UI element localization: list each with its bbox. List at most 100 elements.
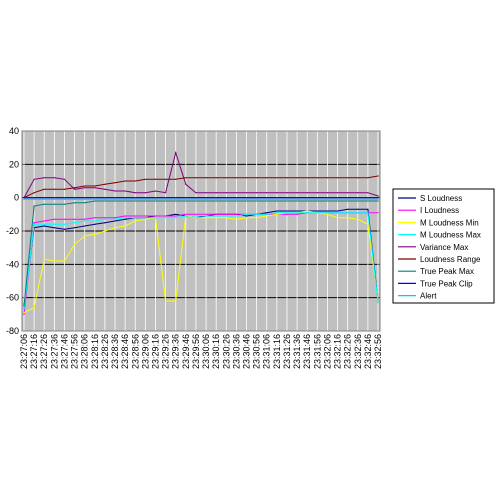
x-tick-label: 23:27:06: [19, 334, 29, 369]
data-point: [296, 197, 298, 199]
data-point: [154, 200, 157, 202]
data-point: [63, 218, 66, 220]
data-point: [256, 198, 258, 200]
data-point: [23, 312, 25, 314]
data-point: [114, 227, 116, 229]
data-point: [266, 197, 268, 199]
data-point: [286, 210, 288, 212]
y-tick-label: 20: [9, 159, 19, 169]
data-point: [43, 203, 45, 205]
data-point: [63, 228, 66, 230]
data-point: [124, 200, 126, 202]
data-point: [84, 235, 86, 237]
data-point: [336, 192, 339, 194]
data-point: [114, 217, 116, 219]
data-point: [114, 182, 116, 184]
data-point: [195, 215, 197, 217]
data-point: [104, 230, 106, 232]
data-point: [266, 198, 268, 200]
data-point: [225, 198, 227, 200]
x-tick-label: 23:32:56: [373, 334, 383, 369]
data-point: [245, 213, 248, 215]
y-tick-label: -60: [6, 293, 19, 303]
data-point: [94, 223, 96, 225]
data-point: [114, 190, 116, 192]
data-point: [175, 300, 177, 302]
x-tick-label: 23:32:16: [333, 334, 343, 369]
data-point: [73, 188, 76, 190]
x-tick-label: 23:28:46: [120, 334, 130, 369]
data-point: [205, 215, 207, 217]
data-point: [63, 223, 66, 225]
data-point: [63, 198, 66, 200]
data-point: [336, 210, 339, 212]
data-point: [144, 217, 146, 219]
data-point: [175, 215, 177, 217]
data-point: [367, 223, 369, 225]
x-tick-label: 23:29:26: [161, 334, 171, 369]
data-point: [33, 178, 35, 180]
data-point: [296, 213, 298, 215]
data-point: [276, 212, 278, 214]
data-point: [347, 192, 349, 194]
data-point: [215, 215, 217, 217]
data-point: [53, 218, 55, 220]
data-point: [144, 198, 146, 200]
legend-item: S Loudness: [398, 194, 462, 203]
data-point: [276, 177, 278, 179]
data-point: [185, 200, 187, 202]
data-point: [94, 233, 96, 235]
data-point: [195, 197, 197, 199]
data-point: [84, 225, 86, 227]
x-tick-label: 23:32:46: [363, 334, 373, 369]
legend-label: S Loudness: [420, 194, 462, 203]
x-tick-label: 23:27:16: [29, 334, 39, 369]
data-point: [296, 192, 298, 194]
data-point: [175, 213, 177, 215]
data-point: [43, 188, 45, 190]
data-point: [336, 177, 339, 179]
data-point: [306, 192, 308, 194]
data-point: [73, 243, 76, 245]
legend-item: True Peak Max: [398, 267, 474, 276]
data-point: [114, 220, 116, 222]
y-tick-label: -80: [6, 326, 19, 336]
data-point: [326, 213, 329, 215]
data-point: [185, 198, 187, 200]
data-point: [33, 197, 35, 199]
data-point: [357, 177, 359, 179]
data-point: [347, 177, 349, 179]
data-point: [296, 210, 298, 212]
data-point: [235, 198, 237, 200]
data-point: [154, 197, 157, 199]
legend-item: Alert: [398, 292, 437, 301]
data-point: [175, 217, 177, 219]
x-tick-label: 23:27:26: [39, 334, 49, 369]
data-point: [377, 195, 379, 197]
data-point: [367, 200, 369, 202]
x-tick-label: 23:31:16: [272, 334, 282, 369]
data-point: [144, 218, 146, 220]
legend-item: M Loudness Min: [398, 218, 479, 227]
data-point: [326, 210, 329, 212]
legend-label: Variance Max: [420, 243, 468, 252]
x-tick-label: 23:27:46: [59, 334, 69, 369]
data-point: [326, 192, 329, 194]
data-point: [235, 218, 237, 220]
data-point: [276, 197, 278, 199]
data-point: [94, 187, 96, 189]
data-point: [165, 217, 167, 219]
data-point: [73, 198, 76, 200]
x-tick-label: 23:30:06: [201, 334, 211, 369]
data-point: [134, 200, 136, 202]
series-loudness-range: [23, 175, 379, 199]
data-point: [165, 300, 167, 302]
data-point: [205, 197, 207, 199]
data-point: [33, 192, 35, 194]
data-point: [286, 192, 288, 194]
data-point: [195, 217, 197, 219]
x-tick-label: 23:30:46: [242, 334, 252, 369]
data-point: [134, 215, 136, 217]
data-point: [63, 188, 66, 190]
data-point: [73, 218, 76, 220]
